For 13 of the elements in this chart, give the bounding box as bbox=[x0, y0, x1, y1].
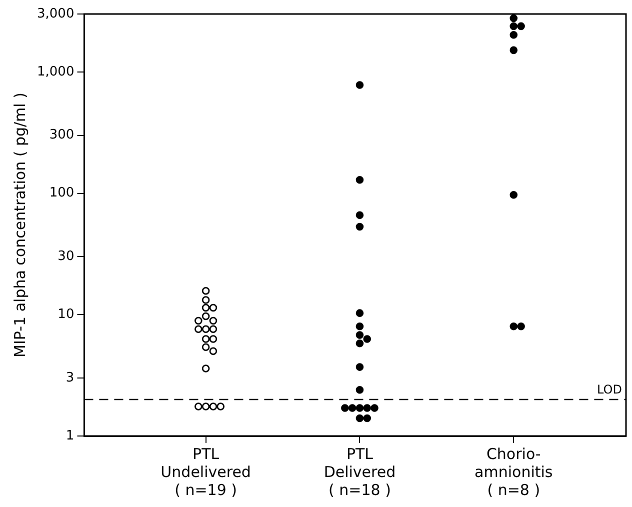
x-tick-label: PTL Undelivered ( n=19 ) bbox=[160, 444, 251, 499]
y-tick-label: 30 bbox=[58, 249, 74, 264]
ref-line-label: LOD bbox=[597, 382, 622, 397]
y-tick-label: 1,000 bbox=[37, 64, 74, 80]
y-axis-title: MIP-1 alpha concentration ( pg/ml ) bbox=[10, 92, 29, 358]
x-tick-label: Chorio- amnionitis ( n=8 ) bbox=[474, 444, 553, 499]
y-tick-label: 3,000 bbox=[37, 6, 74, 22]
y-tick-label: 10 bbox=[58, 307, 74, 322]
y-tick-label: 1 bbox=[66, 428, 74, 444]
y-tick-label: 3 bbox=[66, 370, 74, 386]
x-tick-label: PTL Delivered ( n=18 ) bbox=[324, 444, 396, 499]
y-tick-label: 100 bbox=[49, 186, 74, 201]
y-tick-label: 300 bbox=[49, 128, 74, 143]
